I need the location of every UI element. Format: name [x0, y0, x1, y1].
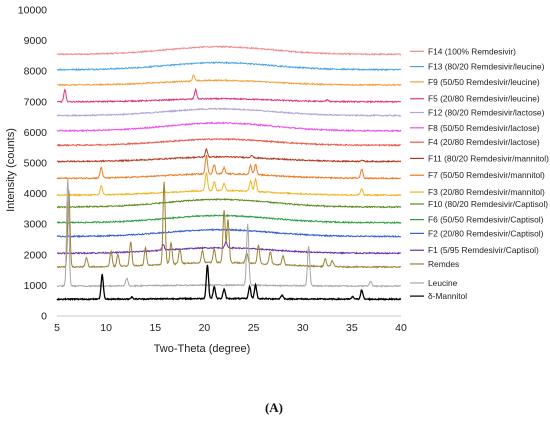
series-line-16: [56, 264, 402, 302]
y-tick-label: 3000: [24, 219, 48, 231]
legend-label: F13 (80/20 Remdesivir/leucine): [428, 62, 545, 72]
series-line-2: [57, 74, 402, 87]
series-line-3: [56, 87, 401, 104]
series-line-15: [57, 178, 401, 288]
legend-label: F12 (80/20 Remdesivir/lactose): [428, 108, 545, 118]
series-line-7: [56, 147, 401, 164]
x-tick-label: 25: [248, 322, 260, 334]
legend-label: F6 (50/50 Remdesivir/Captisol): [428, 215, 544, 225]
y-tick-label: 7000: [24, 96, 48, 108]
legend-label: F2 (20/80 Remdesivir/Captisol): [428, 228, 544, 238]
legend: F14 (100% Remdesivir) F13 (80/20 Remdesiv…: [410, 46, 549, 301]
y-tick-label: 2000: [24, 249, 48, 261]
series-line-11: [56, 213, 402, 225]
axes: 5 10 15 20 25 30 35 40 0 1000 2000 3000 4000 5000 6000…: [18, 5, 407, 335]
series-line-8: [56, 154, 402, 180]
x-tick-label: 15: [149, 322, 161, 334]
legend-label: Leucine: [428, 278, 458, 288]
x-tick-label: 35: [346, 322, 358, 334]
series-line-0: [56, 45, 401, 56]
x-tick-label: 5: [54, 322, 60, 334]
legend-label: F11 (80/20 Remdesivir/mannitol): [428, 153, 549, 163]
series-line-5: [56, 121, 402, 133]
x-tick-label: 10: [100, 322, 112, 334]
series-line-4: [56, 107, 402, 118]
legend-label: F9 (50/50 Remdesivir/leucine): [428, 77, 540, 87]
legend-label: δ-Mannitol: [428, 291, 467, 301]
y-tick-label: 0: [41, 311, 47, 323]
x-tick-label: 30: [297, 322, 309, 334]
series-line-14: [56, 181, 402, 269]
x-tick-label: 40: [395, 322, 407, 334]
y-tick-label: 10000: [18, 5, 47, 17]
legend-label: F3 (20/80 Remdesivir/mannitol): [428, 187, 545, 197]
series-line-9: [56, 171, 402, 197]
legend-label: F14 (100% Remdesivir): [428, 46, 516, 56]
series-line-13: [56, 240, 402, 255]
legend-label: F8 (50/50 Remdesivir/lactose): [428, 123, 540, 133]
legend-label: Remdes: [428, 259, 459, 269]
legend-label: F7 (50/50 Remdesivir/mannitol): [428, 170, 545, 180]
y-tick-label: 5000: [24, 158, 48, 170]
y-axis-title: Intensity (counts): [5, 128, 17, 212]
y-tick-label: 6000: [24, 127, 48, 139]
plot-area: [56, 45, 402, 302]
y-tick-label: 4000: [24, 188, 48, 200]
y-tick-label: 8000: [24, 66, 48, 78]
legend-label: F5 (20/80 Remdesivir/leucine): [428, 94, 540, 104]
series-line-1: [57, 61, 402, 72]
legend-label: F10 (80/20 Remdesivir/Captisol): [428, 199, 548, 209]
series-line-6: [56, 137, 402, 148]
series-line-10: [56, 197, 402, 209]
y-tick-label: 9000: [24, 35, 48, 47]
y-tick-label: 1000: [24, 280, 48, 292]
x-axis-title: Two-Theta (degree): [154, 343, 251, 355]
figure-caption: (A): [265, 400, 283, 415]
legend-label: F1 (5/95 Remdesivir/Captisol): [428, 245, 539, 255]
x-tick-label: 20: [199, 322, 211, 334]
legend-label: F4 (20/80 Remdesivir/lactose): [428, 137, 540, 147]
